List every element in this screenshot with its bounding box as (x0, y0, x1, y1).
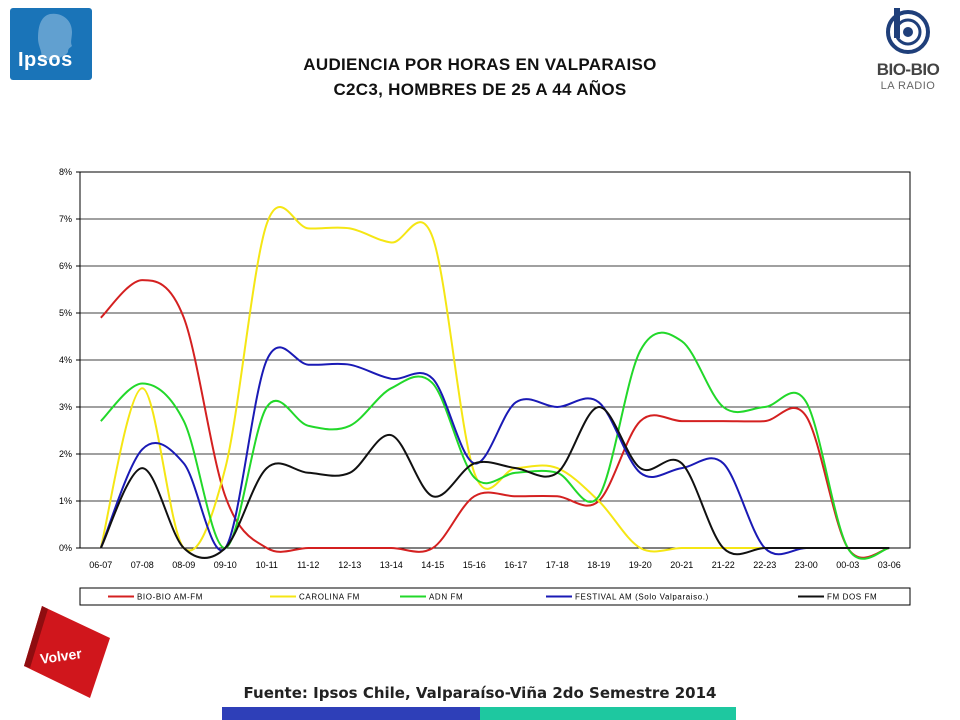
x-tick-label: 20-21 (670, 560, 693, 570)
x-tick-label: 09-10 (214, 560, 237, 570)
source-text: Fuente: Ipsos Chile, Valparaíso-Viña 2do… (243, 684, 717, 702)
biobio-logo-text: BIO-BIO (876, 60, 940, 79)
x-tick-label: 18-19 (587, 560, 610, 570)
x-tick-label: 06-07 (89, 560, 112, 570)
chart-title-line1: AUDIENCIA POR HORAS EN VALPARAISO (303, 55, 657, 74)
y-tick-label: 8% (59, 167, 72, 177)
y-tick-label: 5% (59, 308, 72, 318)
footer-bar-teal (480, 707, 736, 720)
x-tick-label: 13-14 (380, 560, 403, 570)
x-tick-label: 15-16 (463, 560, 486, 570)
x-tick-label: 12-13 (338, 560, 361, 570)
legend-label: FM DOS FM (827, 593, 877, 602)
radio-waves-icon (886, 8, 930, 54)
series-line (100, 279, 890, 559)
y-tick-label: 4% (59, 355, 72, 365)
x-tick-label: 11-12 (297, 560, 319, 570)
x-tick-label: 23-00 (795, 560, 818, 570)
x-tick-label: 00-03 (836, 560, 859, 570)
legend-label: ADN FM (429, 593, 463, 602)
x-tick-label: 16-17 (504, 560, 527, 570)
ipsos-logo-text: Ipsos (18, 49, 73, 71)
ipsos-logo: Ipsos (10, 8, 92, 80)
volver-button-shape (24, 606, 110, 698)
x-tick-label: 22-23 (753, 560, 776, 570)
x-tick-label: 03-06 (878, 560, 901, 570)
x-tick-label: 19-20 (629, 560, 652, 570)
biobio-logo-subtext: LA RADIO (880, 80, 936, 92)
y-tick-label: 7% (59, 214, 72, 224)
legend-label: FESTIVAL AM (Solo Valparaiso.) (575, 593, 709, 602)
y-tick-label: 2% (59, 449, 72, 459)
legend-label: BIO-BIO AM-FM (137, 593, 203, 602)
y-tick-label: 3% (59, 402, 72, 412)
legend-label: CAROLINA FM (299, 593, 360, 602)
x-tick-label: 08-09 (172, 560, 195, 570)
volver-button[interactable] (20, 604, 112, 700)
y-tick-label: 0% (59, 543, 72, 553)
x-tick-label: 14-15 (421, 560, 444, 570)
x-tick-label: 21-22 (712, 560, 735, 570)
series-line (99, 206, 890, 553)
chart-title-line2: C2C3, HOMBRES DE 25 A 44 AÑOS (333, 80, 627, 99)
x-tick-label: 07-08 (131, 560, 154, 570)
legend-box (79, 587, 911, 606)
y-tick-label: 6% (59, 261, 72, 271)
ipsos-head-icon (38, 13, 72, 61)
y-tick-label: 1% (59, 496, 72, 506)
x-tick-label: 17-18 (546, 560, 569, 570)
series-line (99, 405, 890, 559)
biobio-logo: BIO-BIO LA RADIO (868, 6, 948, 102)
x-tick-label: 10-11 (256, 560, 278, 570)
line-chart: 0% 1% 2% 3% 4% 5% 6% 7% 8% 06-07 07-08 08-09 09-10 10… (59, 167, 911, 606)
footer-bar-blue (222, 707, 480, 720)
